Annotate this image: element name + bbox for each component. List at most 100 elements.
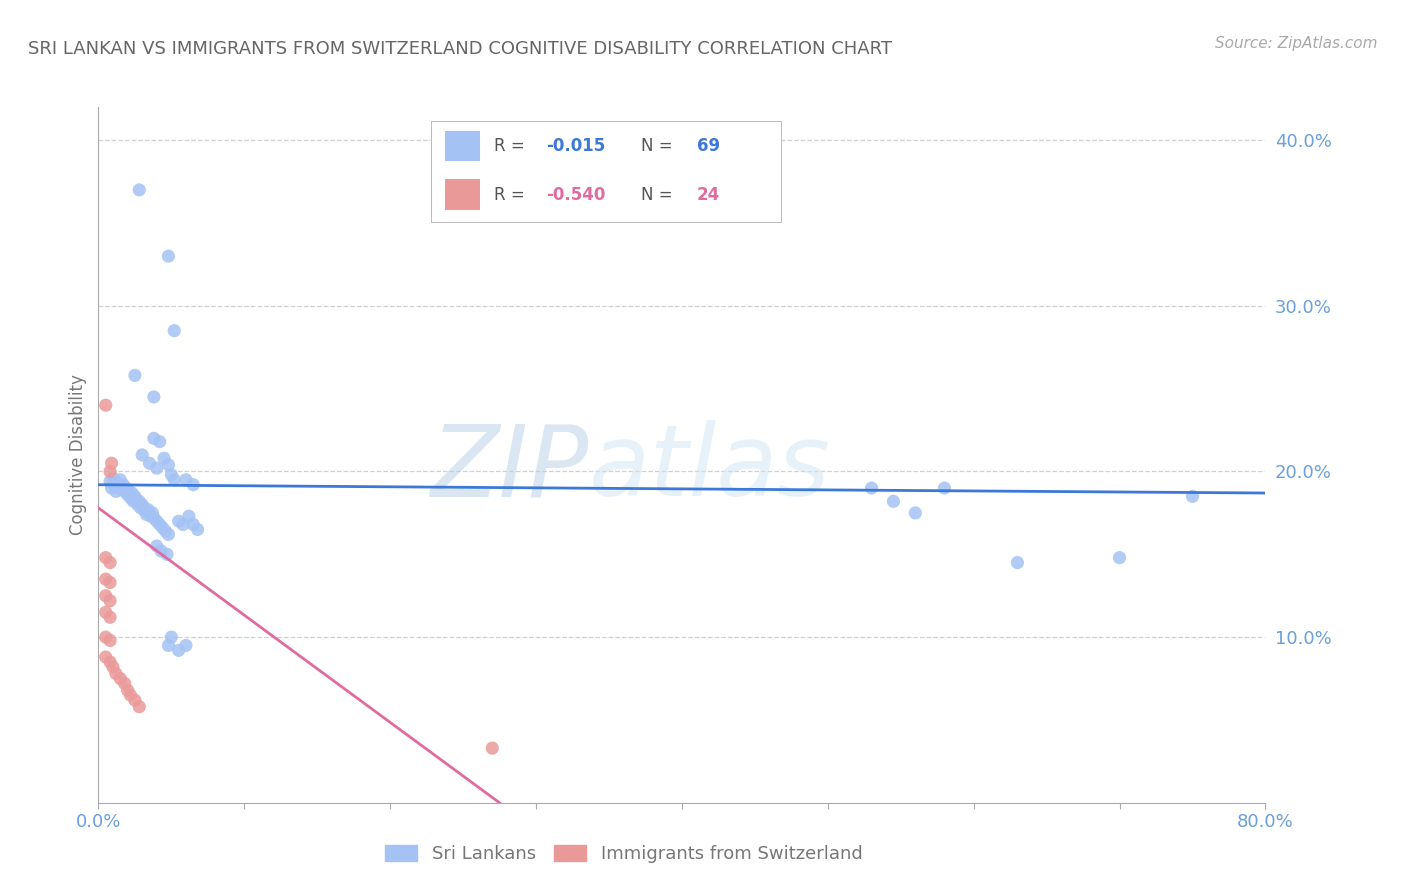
Legend: Sri Lankans, Immigrants from Switzerland: Sri Lankans, Immigrants from Switzerland: [377, 838, 870, 871]
Point: [104, 666, 127, 681]
Point: [138, 506, 160, 520]
Point: [177, 509, 200, 524]
Point: [146, 539, 169, 553]
Point: [146, 514, 169, 528]
Point: [160, 630, 183, 644]
Point: [112, 477, 135, 491]
Point: [882, 494, 904, 508]
Point: [152, 521, 174, 535]
Point: [141, 506, 163, 520]
Point: [98, 465, 121, 479]
Point: [167, 514, 190, 528]
Point: [142, 390, 165, 404]
Point: [94, 589, 117, 603]
Point: [157, 639, 180, 653]
Point: [142, 431, 165, 445]
Point: [94, 650, 117, 665]
Point: [125, 492, 148, 507]
Point: [98, 575, 121, 590]
Point: [181, 517, 204, 532]
Point: [157, 249, 180, 263]
Text: atlas: atlas: [589, 420, 830, 517]
Point: [138, 456, 160, 470]
Point: [124, 489, 146, 503]
Point: [117, 683, 139, 698]
Point: [128, 699, 150, 714]
Point: [131, 498, 153, 512]
Point: [122, 494, 145, 508]
Point: [124, 368, 146, 383]
Text: SRI LANKAN VS IMMIGRANTS FROM SWITZERLAND COGNITIVE DISABILITY CORRELATION CHART: SRI LANKAN VS IMMIGRANTS FROM SWITZERLAN…: [28, 40, 893, 58]
Point: [94, 630, 117, 644]
Point: [100, 456, 122, 470]
Point: [101, 471, 124, 485]
Point: [117, 488, 139, 502]
Point: [105, 476, 128, 491]
Point: [1007, 556, 1029, 570]
Point: [163, 324, 186, 338]
Point: [136, 502, 159, 516]
Point: [135, 508, 157, 522]
Point: [167, 643, 190, 657]
Point: [149, 517, 172, 532]
Text: ZIP: ZIP: [430, 420, 589, 517]
Point: [114, 676, 136, 690]
Point: [98, 655, 121, 669]
Point: [121, 486, 143, 500]
Point: [110, 672, 132, 686]
Point: [103, 477, 125, 491]
Point: [108, 479, 131, 493]
Point: [128, 183, 150, 197]
Point: [128, 494, 150, 508]
Point: [139, 509, 162, 524]
Point: [94, 572, 117, 586]
Point: [98, 610, 121, 624]
Point: [134, 504, 156, 518]
Point: [174, 639, 197, 653]
Point: [160, 467, 183, 482]
Point: [127, 498, 149, 512]
Point: [1181, 489, 1204, 503]
Point: [94, 550, 117, 565]
Point: [98, 475, 121, 489]
Point: [146, 461, 169, 475]
Point: [163, 473, 186, 487]
Point: [120, 491, 142, 505]
Point: [481, 741, 503, 756]
Point: [934, 481, 956, 495]
Point: [181, 477, 204, 491]
Point: [904, 506, 927, 520]
Point: [115, 481, 138, 495]
Point: [187, 523, 209, 537]
Point: [104, 484, 127, 499]
Point: [114, 484, 136, 499]
Point: [150, 544, 173, 558]
Point: [1108, 550, 1130, 565]
Point: [174, 473, 197, 487]
Point: [157, 458, 180, 472]
Point: [172, 517, 194, 532]
Point: [153, 451, 176, 466]
Point: [111, 483, 134, 497]
Point: [132, 500, 155, 515]
Point: [101, 660, 124, 674]
Point: [124, 693, 146, 707]
Text: Source: ZipAtlas.com: Source: ZipAtlas.com: [1215, 36, 1378, 51]
Point: [157, 527, 180, 541]
Point: [118, 484, 141, 499]
Point: [131, 448, 153, 462]
Point: [860, 481, 883, 495]
Point: [142, 511, 165, 525]
Point: [98, 556, 121, 570]
Point: [98, 633, 121, 648]
Point: [129, 500, 152, 515]
Point: [120, 688, 142, 702]
Point: [110, 473, 132, 487]
Point: [100, 481, 122, 495]
Point: [98, 593, 121, 607]
Point: [94, 398, 117, 412]
Point: [149, 434, 172, 449]
Y-axis label: Cognitive Disability: Cognitive Disability: [69, 375, 87, 535]
Point: [156, 547, 179, 561]
Point: [155, 524, 177, 538]
